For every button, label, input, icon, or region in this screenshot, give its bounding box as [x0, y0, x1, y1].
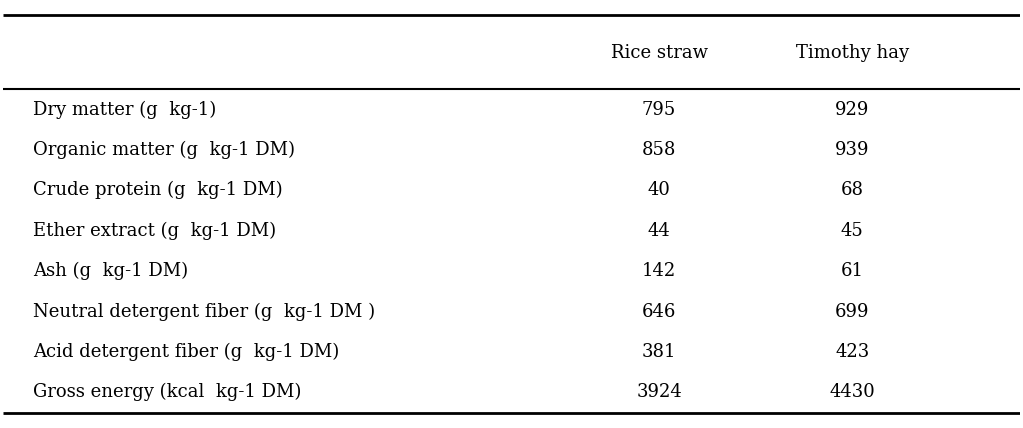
Text: Crude protein (g  kg-1 DM): Crude protein (g kg-1 DM)	[34, 181, 283, 199]
Text: Neutral detergent fiber (g  kg-1 DM ): Neutral detergent fiber (g kg-1 DM )	[34, 303, 375, 321]
Text: 795: 795	[641, 101, 676, 119]
Text: 40: 40	[648, 181, 670, 199]
Text: 142: 142	[641, 262, 676, 280]
Text: 61: 61	[841, 262, 863, 280]
Text: Organic matter (g  kg-1 DM): Organic matter (g kg-1 DM)	[34, 141, 296, 159]
Text: 858: 858	[641, 141, 676, 159]
Text: Ether extract (g  kg-1 DM): Ether extract (g kg-1 DM)	[34, 222, 276, 240]
Text: Dry matter (g  kg-1): Dry matter (g kg-1)	[34, 101, 217, 119]
Text: Acid detergent fiber (g  kg-1 DM): Acid detergent fiber (g kg-1 DM)	[34, 343, 340, 361]
Text: Timothy hay: Timothy hay	[796, 45, 908, 62]
Text: 939: 939	[835, 141, 870, 159]
Text: 68: 68	[841, 181, 863, 199]
Text: Rice straw: Rice straw	[611, 45, 708, 62]
Text: 3924: 3924	[636, 383, 682, 401]
Text: Ash (g  kg-1 DM): Ash (g kg-1 DM)	[34, 262, 188, 280]
Text: 4430: 4430	[830, 383, 876, 401]
Text: 929: 929	[835, 101, 870, 119]
Text: 45: 45	[841, 222, 863, 240]
Text: Gross energy (kcal  kg-1 DM): Gross energy (kcal kg-1 DM)	[34, 383, 302, 401]
Text: 423: 423	[835, 343, 870, 361]
Text: 44: 44	[648, 222, 670, 240]
Text: 381: 381	[641, 343, 676, 361]
Text: 646: 646	[641, 303, 676, 321]
Text: 699: 699	[835, 303, 870, 321]
